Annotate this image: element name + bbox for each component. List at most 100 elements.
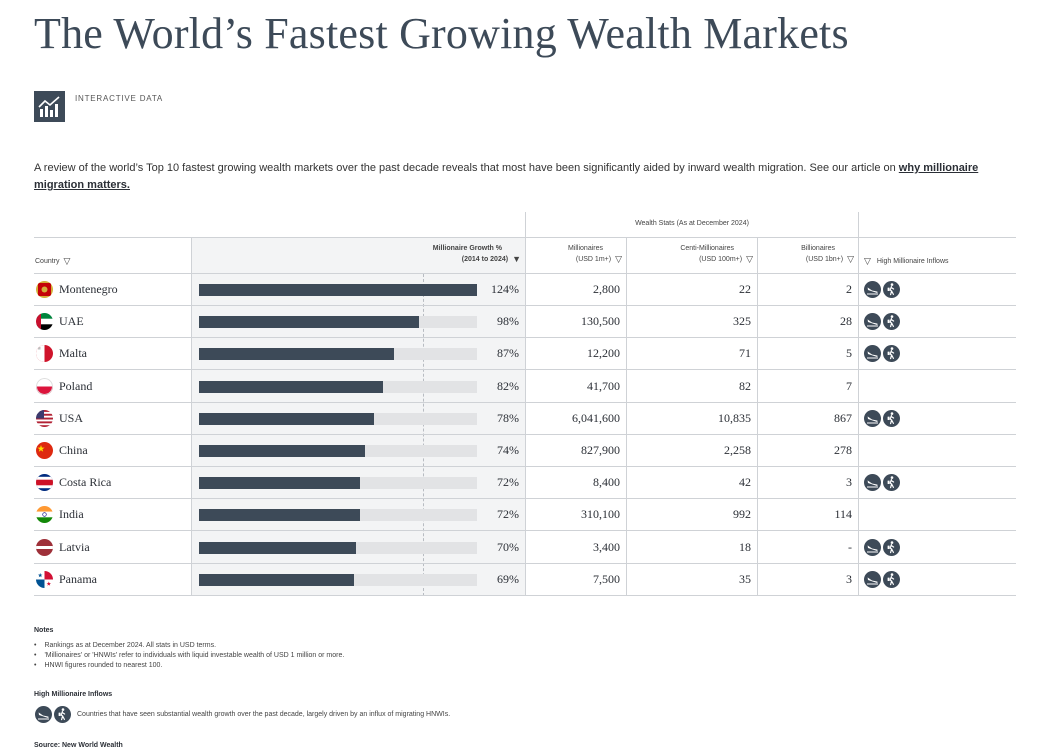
high-inflows-icons bbox=[864, 281, 902, 299]
centi-millionaires-value: 2,258 bbox=[724, 443, 751, 457]
millionaires-value: 7,500 bbox=[593, 571, 620, 586]
growth-bar-track bbox=[199, 477, 477, 490]
growth-bar bbox=[199, 445, 365, 457]
table-row: UAE 98% 130,500 325 28 bbox=[34, 306, 1016, 339]
growth-bar bbox=[199, 509, 361, 522]
badge-label: INTERACTIVE DATA bbox=[75, 94, 164, 103]
growth-bar bbox=[199, 380, 383, 393]
growth-header[interactable]: Millionaire Growth % (2014 to 2024) ▼ bbox=[374, 244, 521, 265]
table-row: India 72% 310,100 992 114 bbox=[34, 499, 1016, 532]
billionaires-value: 3 bbox=[846, 571, 852, 586]
billionaires-value: 867 bbox=[834, 410, 852, 425]
walking-traveler-icon bbox=[883, 409, 900, 427]
country-name: Montenegro bbox=[59, 282, 118, 296]
table-row: Poland 82% 41,700 82 7 bbox=[34, 371, 1016, 403]
walking-traveler-icon bbox=[883, 474, 900, 492]
sort-triangle-icon: ▽ bbox=[847, 254, 854, 264]
notes-list: Rankings as at December 2024. All stats … bbox=[34, 641, 344, 671]
growth-value: 82% bbox=[497, 378, 519, 393]
growth-bar-track bbox=[199, 509, 477, 522]
country-name: India bbox=[59, 507, 84, 522]
country-header[interactable]: Country ▽ bbox=[35, 256, 70, 267]
divider-centi bbox=[757, 238, 758, 596]
source-note: Source: New World Wealth bbox=[34, 742, 123, 749]
growth-reference-line bbox=[423, 274, 424, 596]
centi-millionaires-value: 22 bbox=[739, 282, 751, 296]
centi-header[interactable]: Centi-Millionaires (USD 100m+) ▽ bbox=[630, 244, 753, 265]
legend-icons bbox=[35, 706, 73, 724]
plane-landing-icon bbox=[864, 538, 881, 556]
billionaires-value: 278 bbox=[834, 443, 852, 457]
high-inflows-icons bbox=[864, 538, 902, 557]
growth-header-line2: (2014 to 2024) bbox=[461, 256, 509, 263]
millionaires-header-line1: Millionaires bbox=[567, 245, 603, 252]
article-link[interactable]: why millionaire migration matters. bbox=[34, 162, 979, 191]
millionaires-value: 6,041,600 bbox=[572, 410, 620, 425]
walking-traveler-icon bbox=[54, 706, 71, 723]
billionaires-value: 3 bbox=[846, 475, 852, 490]
billionaires-value: 5 bbox=[846, 346, 852, 361]
sort-triangle-icon: ▽ bbox=[63, 256, 71, 266]
high-inflows-icons bbox=[864, 313, 902, 331]
billionaires-value: 28 bbox=[840, 314, 852, 329]
millionaires-header-line2: (USD 1m+) bbox=[575, 256, 612, 263]
growth-value: 72% bbox=[497, 475, 519, 490]
country-header-label: Country bbox=[35, 258, 60, 265]
growth-value: 70% bbox=[497, 539, 519, 554]
growth-bar bbox=[199, 477, 361, 490]
intro-paragraph: A review of the world’s Top 10 fastest g… bbox=[34, 160, 1014, 194]
millionaires-value: 2,800 bbox=[593, 282, 620, 296]
growth-bar bbox=[199, 348, 394, 361]
sort-triangle-filled-icon: ▼ bbox=[512, 254, 521, 264]
growth-bar-track bbox=[199, 412, 477, 425]
growth-bar-track bbox=[199, 316, 477, 329]
growth-value: 124% bbox=[491, 282, 519, 296]
divider-wealth-start bbox=[525, 212, 526, 596]
centi-millionaires-value: 71 bbox=[739, 346, 751, 361]
centi-header-line1: Centi-Millionaires bbox=[680, 245, 734, 252]
note-item: 'Millionaires' or 'HNWIs' refer to indiv… bbox=[34, 651, 344, 661]
growth-bar bbox=[199, 412, 374, 425]
growth-value: 78% bbox=[497, 410, 519, 425]
inflows-header[interactable]: ▽ High Millionaire Inflows bbox=[864, 256, 949, 267]
growth-header-line1: Millionaire Growth % bbox=[432, 245, 502, 252]
millionaires-value: 3,400 bbox=[593, 539, 620, 554]
billionaires-value: 2 bbox=[846, 282, 852, 296]
millionaires-header[interactable]: Millionaires (USD 1m+) ▽ bbox=[530, 244, 622, 265]
high-inflows-icons bbox=[864, 474, 902, 492]
high-inflows-icons bbox=[864, 409, 902, 428]
centi-millionaires-value: 992 bbox=[733, 507, 751, 522]
billionaires-header[interactable]: Billionaires (USD 1bn+) ▽ bbox=[761, 244, 854, 265]
millionaires-value: 130,500 bbox=[581, 314, 620, 329]
intro-text: A review of the world’s Top 10 fastest g… bbox=[34, 162, 899, 174]
country-name: UAE bbox=[59, 314, 84, 329]
poland-flag-icon bbox=[36, 377, 53, 395]
growth-bar-track bbox=[199, 348, 477, 361]
inflows-header-label: High Millionaire Inflows bbox=[876, 258, 949, 265]
growth-value: 74% bbox=[497, 443, 519, 457]
note-item: HNWI figures rounded to nearest 100. bbox=[34, 661, 344, 671]
growth-bar bbox=[199, 541, 356, 554]
centi-millionaires-value: 10,835 bbox=[718, 410, 751, 425]
country-name: Poland bbox=[59, 378, 93, 393]
growth-bar-track bbox=[199, 445, 477, 457]
millionaires-value: 827,900 bbox=[581, 443, 620, 457]
plane-landing-icon bbox=[864, 313, 881, 331]
country-name: Latvia bbox=[59, 539, 90, 554]
sort-triangle-icon: ▽ bbox=[615, 254, 622, 264]
table-row: China 74% 827,900 2,258 278 bbox=[34, 435, 1016, 467]
wealth-markets-table: Wealth Stats (As at December 2024) Count… bbox=[34, 212, 1016, 596]
high-inflows-icons bbox=[864, 345, 902, 363]
growth-bar bbox=[199, 316, 419, 329]
country-name: Costa Rica bbox=[59, 475, 112, 490]
sort-triangle-icon: ▽ bbox=[864, 256, 871, 266]
table-row: Malta 87% 12,200 71 5 bbox=[34, 338, 1016, 371]
table-row: Latvia 70% 3,400 18 - bbox=[34, 532, 1016, 564]
plane-landing-icon bbox=[864, 570, 881, 588]
table-row: Costa Rica 72% 8,400 42 3 bbox=[34, 467, 1016, 500]
billionaires-value: - bbox=[848, 539, 852, 554]
walking-traveler-icon bbox=[883, 538, 900, 556]
note-item: Rankings as at December 2024. All stats … bbox=[34, 641, 344, 651]
centi-millionaires-value: 42 bbox=[739, 475, 751, 490]
costa-rica-flag-icon bbox=[36, 474, 53, 492]
